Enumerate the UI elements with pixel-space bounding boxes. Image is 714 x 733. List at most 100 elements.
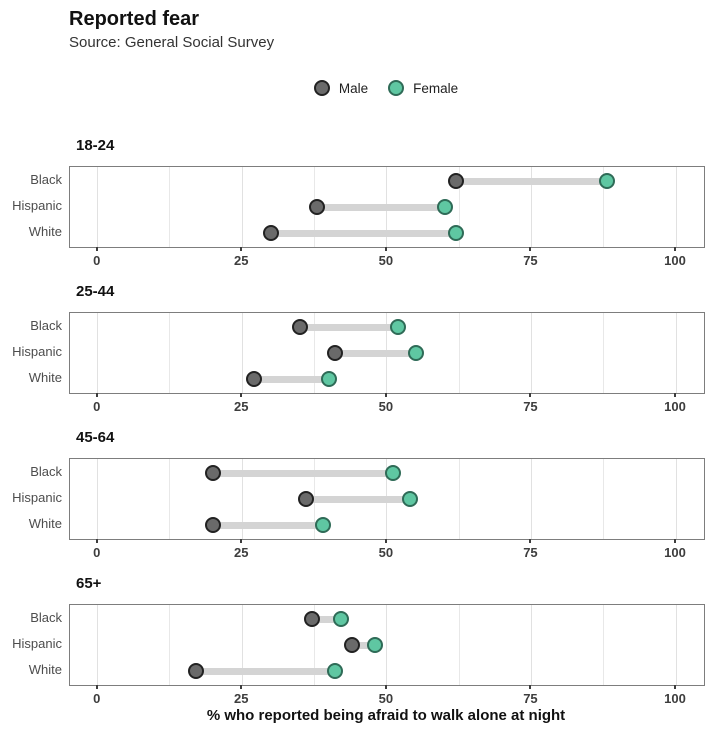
dumbbell-segment [317, 203, 445, 211]
gridline-major [97, 167, 99, 247]
x-tick-label-0: 0 [93, 691, 101, 706]
x-tick-label-100: 100 [664, 253, 686, 268]
x-tick-mark [674, 685, 676, 689]
gridline-minor [603, 313, 605, 393]
dumbbell-segment [271, 229, 457, 237]
plot-area-65+ [69, 604, 705, 686]
plot-area-45-64 [69, 458, 705, 540]
legend: Male Female [69, 79, 703, 97]
category-label-white: White [28, 370, 62, 385]
category-label-hispanic: Hispanic [12, 344, 62, 359]
category-label-hispanic: Hispanic [12, 198, 62, 213]
male-dot-icon [313, 80, 330, 96]
legend-item-male: Male [313, 80, 369, 96]
dumbbell-segment [352, 641, 376, 649]
gridline-major [530, 313, 532, 393]
x-tick-label-100: 100 [664, 399, 686, 414]
x-tick-mark [240, 539, 243, 543]
x-tick-mark [384, 685, 387, 689]
x-tick-mark [240, 685, 243, 689]
plot-area-25-44 [69, 312, 705, 394]
panel-title-25-44: 25-44 [76, 283, 115, 300]
legend-label-male: Male [338, 80, 369, 96]
male-dot [326, 345, 343, 361]
gridline-minor [458, 167, 460, 247]
female-dot [332, 611, 349, 627]
male-dot [205, 517, 222, 533]
x-tick-mark [529, 539, 532, 543]
female-dot [367, 637, 384, 653]
x-tick-label-25: 25 [234, 399, 249, 414]
x-axis-label: % who reported being afraid to walk alon… [206, 707, 566, 724]
male-dot [292, 319, 309, 335]
male-dot [205, 465, 222, 481]
gridline-minor [603, 167, 605, 247]
legend-label-female: Female [413, 80, 459, 96]
gridline-major [675, 167, 677, 247]
gridline-major [530, 605, 532, 685]
gridline-minor [169, 313, 171, 393]
gridline-minor [169, 605, 171, 685]
x-tick-label-0: 0 [93, 545, 101, 560]
gridline-minor [458, 605, 460, 685]
x-tick-label-75: 75 [523, 691, 538, 706]
female-dot [598, 173, 615, 189]
dumbbell-segment [311, 615, 341, 623]
panel-title-45-64: 45-64 [76, 429, 115, 446]
category-label-hispanic: Hispanic [12, 490, 62, 505]
male-dot [344, 637, 361, 653]
x-tick-label-75: 75 [523, 253, 538, 268]
panel-title-18-24: 18-24 [76, 137, 115, 154]
x-tick-label-50: 50 [378, 545, 394, 560]
x-tick-mark [529, 247, 532, 251]
gridline-major [530, 459, 532, 539]
male-dot [263, 225, 280, 241]
chart-subtitle: Source: General Social Survey [69, 34, 275, 51]
gridline-major [675, 459, 677, 539]
male-dot [245, 371, 262, 387]
dumbbell-segment [196, 667, 335, 675]
gridline-major [97, 313, 99, 393]
male-dot [448, 173, 465, 189]
dumbbell-segment [300, 323, 399, 331]
gridline-major [241, 459, 243, 539]
female-dot [390, 319, 407, 335]
female-dot [448, 225, 465, 241]
dumbbell-segment [305, 495, 410, 503]
gridline-minor [169, 167, 171, 247]
dumbbell-segment [456, 177, 607, 185]
x-tick-mark [384, 393, 387, 397]
panel-title-65+: 65+ [76, 575, 102, 592]
gridline-major [675, 313, 677, 393]
male-dot [303, 611, 320, 627]
category-label-white: White [28, 516, 62, 531]
male-dot [309, 199, 326, 215]
x-tick-mark [529, 685, 532, 689]
x-tick-label-100: 100 [664, 545, 686, 560]
dumbbell-segment [334, 349, 416, 357]
female-dot [407, 345, 424, 361]
gridline-minor [603, 605, 605, 685]
female-dot [321, 371, 338, 387]
female-dot-icon [388, 80, 405, 96]
gridline-major [530, 167, 532, 247]
x-tick-mark [674, 247, 676, 251]
gridline-minor [314, 313, 316, 393]
gridline-minor [169, 459, 171, 539]
gridline-minor [314, 605, 316, 685]
x-tick-mark [674, 393, 676, 397]
gridline-major [386, 605, 388, 685]
x-tick-label-50: 50 [378, 399, 394, 414]
gridline-major [241, 313, 243, 393]
x-tick-mark [674, 539, 676, 543]
x-tick-label-25: 25 [234, 691, 249, 706]
gridline-minor [603, 459, 605, 539]
gridline-major [97, 605, 99, 685]
category-label-black: Black [30, 464, 62, 479]
x-tick-label-0: 0 [93, 399, 101, 414]
x-tick-label-25: 25 [234, 545, 249, 560]
x-tick-label-0: 0 [93, 253, 101, 268]
x-tick-label-100: 100 [664, 691, 686, 706]
female-dot [401, 491, 418, 507]
x-tick-label-75: 75 [523, 399, 538, 414]
